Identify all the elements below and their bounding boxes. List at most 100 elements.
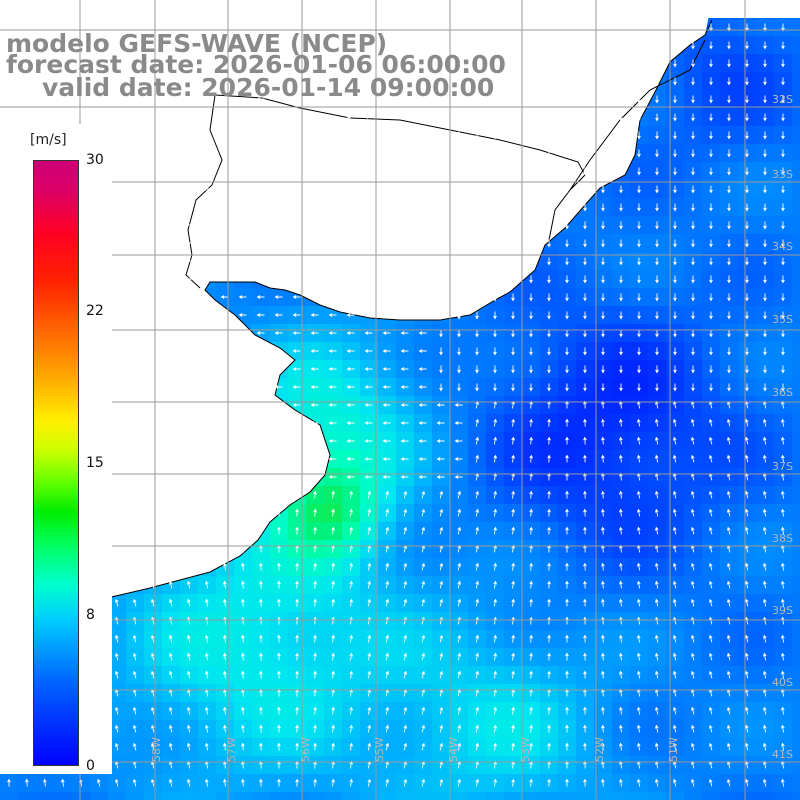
wind-arrow [346, 259, 355, 263]
wind-arrow [565, 670, 569, 679]
wind-arrow [385, 670, 390, 679]
wind-arrow [130, 25, 139, 29]
wind-arrow [745, 275, 749, 284]
wind-arrow [619, 59, 623, 68]
wind-arrow [259, 490, 263, 499]
wind-arrow [655, 113, 659, 122]
wind-arrow [547, 490, 551, 499]
wind-arrow [619, 508, 623, 517]
wind-arrow [583, 652, 587, 661]
longitude-label: 52W [593, 737, 606, 762]
wind-arrow [418, 349, 427, 353]
wind-arrow [150, 562, 155, 571]
wind-arrow [259, 598, 263, 607]
wind-arrow [654, 454, 659, 463]
wind-arrow [292, 97, 301, 101]
wind-arrow [220, 385, 229, 389]
wind-arrow [493, 616, 497, 625]
speed-cell [792, 72, 800, 90]
wind-arrow [313, 778, 317, 787]
wind-arrow [4, 61, 13, 65]
wind-arrow [601, 706, 605, 715]
wind-arrow [619, 329, 623, 338]
wind-arrow [184, 115, 193, 119]
wind-arrow [385, 724, 390, 733]
wind-arrow [708, 454, 713, 463]
speed-cell [792, 378, 800, 396]
wind-arrow [619, 418, 623, 427]
wind-arrow [709, 383, 713, 392]
wind-arrow [58, 79, 67, 83]
speed-cell [792, 324, 800, 342]
wind-arrow [475, 239, 479, 248]
wind-arrow [223, 490, 227, 499]
wind-arrow [547, 41, 551, 50]
wind-arrow [112, 223, 121, 227]
wind-arrow [781, 149, 785, 158]
wind-arrow [184, 313, 193, 317]
wind-arrow [223, 778, 227, 787]
wind-arrow [385, 508, 390, 517]
wind-arrow [565, 77, 569, 86]
wind-arrow [781, 365, 785, 374]
wind-arrow [547, 239, 551, 248]
wind-arrow [781, 383, 785, 392]
wind-arrow [295, 634, 299, 643]
wind-arrow [493, 185, 497, 194]
wind-arrow [4, 25, 13, 29]
wind-arrow [220, 457, 229, 461]
wind-arrow [439, 185, 443, 194]
wind-arrow [781, 167, 785, 176]
wind-arrow [781, 526, 785, 535]
wind-arrow [364, 79, 373, 83]
wind-arrow [439, 724, 444, 733]
wind-arrow [223, 634, 227, 643]
wind-arrow [241, 490, 245, 499]
wind-arrow [439, 149, 443, 158]
wind-arrow [202, 169, 211, 173]
wind-arrow [691, 311, 695, 320]
wind-arrow [223, 598, 227, 607]
wind-arrow [58, 25, 67, 29]
wind-arrow [439, 670, 444, 679]
wind-arrow [457, 598, 462, 607]
wind-arrow [439, 383, 443, 392]
wind-arrow [313, 562, 317, 571]
wind-arrow [331, 778, 335, 787]
wind-arrow [726, 526, 731, 535]
wind-arrow [256, 79, 265, 83]
wind-arrow [238, 439, 247, 443]
speed-cell [180, 792, 198, 800]
wind-arrow [204, 562, 209, 571]
wind-arrow [457, 329, 461, 338]
wind-arrow [708, 418, 713, 427]
wind-arrow [76, 25, 85, 29]
wind-arrow [708, 490, 713, 499]
wind-arrow [637, 526, 641, 535]
wind-arrow [493, 580, 497, 589]
wind-arrow [511, 706, 515, 715]
wind-arrow [364, 367, 373, 371]
wind-arrow [475, 221, 479, 230]
wind-arrow [654, 742, 659, 751]
wind-arrow [202, 403, 211, 407]
wind-arrow [439, 311, 443, 320]
speed-cell [792, 252, 800, 270]
wind-arrow [168, 778, 173, 787]
wind-arrow [349, 778, 353, 787]
wind-arrow [436, 457, 445, 461]
wind-arrow [382, 367, 391, 371]
wind-arrow [727, 149, 731, 158]
wind-arrow [313, 724, 317, 733]
wind-arrow [202, 151, 211, 155]
wind-arrow [186, 670, 191, 679]
wind-arrow [184, 367, 193, 371]
wind-arrow [547, 185, 551, 194]
speed-cell [792, 414, 800, 432]
longitude-label: 54W [447, 737, 460, 762]
wind-arrow [40, 79, 49, 83]
wind-arrow [400, 79, 409, 83]
wind-arrow [238, 151, 247, 155]
wind-arrow [112, 277, 121, 281]
wind-arrow [654, 634, 659, 643]
